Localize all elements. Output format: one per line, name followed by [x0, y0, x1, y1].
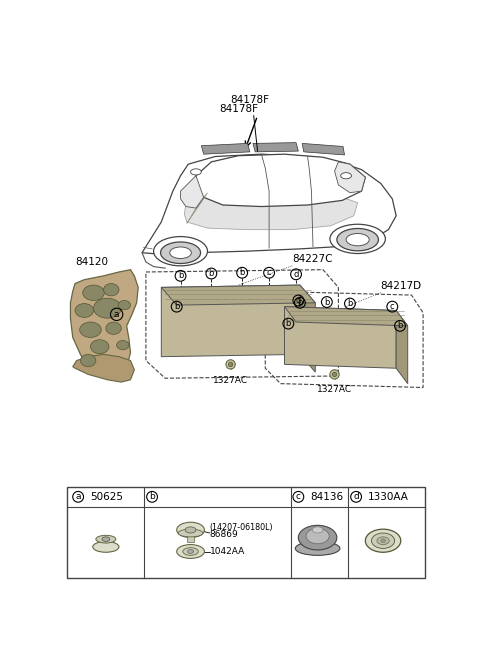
Text: c: c — [390, 302, 395, 311]
Polygon shape — [285, 306, 396, 368]
Ellipse shape — [177, 522, 204, 538]
Text: b: b — [397, 321, 403, 331]
Text: d: d — [293, 270, 299, 279]
Text: 84217D: 84217D — [381, 281, 422, 291]
Polygon shape — [71, 270, 138, 377]
Polygon shape — [302, 144, 345, 155]
Ellipse shape — [118, 300, 131, 310]
Ellipse shape — [154, 237, 207, 266]
Polygon shape — [196, 154, 365, 207]
Text: 84136: 84136 — [311, 492, 344, 502]
Ellipse shape — [102, 537, 110, 541]
Text: b: b — [240, 268, 245, 277]
Ellipse shape — [81, 354, 96, 367]
Text: 86869: 86869 — [210, 530, 239, 539]
Ellipse shape — [83, 285, 104, 300]
Polygon shape — [300, 285, 315, 372]
Text: 84178F: 84178F — [219, 104, 258, 114]
Ellipse shape — [306, 528, 329, 544]
Ellipse shape — [346, 234, 369, 246]
Text: b: b — [149, 493, 155, 501]
Polygon shape — [142, 154, 396, 255]
Ellipse shape — [191, 169, 201, 175]
Ellipse shape — [75, 304, 94, 318]
Ellipse shape — [106, 322, 121, 335]
Text: 1042AA: 1042AA — [210, 547, 245, 556]
Text: (14207-06180L): (14207-06180L) — [210, 523, 274, 532]
Polygon shape — [335, 162, 365, 193]
Bar — [187, 533, 194, 543]
Ellipse shape — [337, 228, 378, 251]
Polygon shape — [253, 142, 299, 152]
Text: c: c — [267, 268, 271, 277]
Text: b: b — [286, 319, 291, 328]
Text: b: b — [297, 298, 302, 307]
Text: c: c — [296, 493, 301, 501]
Ellipse shape — [185, 527, 196, 533]
Ellipse shape — [90, 340, 109, 354]
Text: d: d — [353, 493, 359, 501]
Ellipse shape — [177, 544, 204, 558]
Text: a: a — [75, 493, 81, 501]
Text: 1327AC: 1327AC — [213, 376, 248, 385]
Text: 1330AA: 1330AA — [368, 492, 408, 502]
Polygon shape — [285, 306, 408, 326]
Polygon shape — [161, 285, 300, 357]
Text: 50625: 50625 — [90, 492, 123, 502]
Ellipse shape — [80, 322, 101, 337]
Text: b: b — [178, 272, 183, 280]
Polygon shape — [184, 191, 358, 230]
Ellipse shape — [117, 340, 129, 350]
Text: b: b — [174, 302, 180, 311]
Text: b: b — [347, 299, 353, 308]
Ellipse shape — [299, 525, 337, 550]
Polygon shape — [201, 144, 250, 154]
Text: 1327AC: 1327AC — [317, 385, 352, 394]
Text: a: a — [114, 310, 120, 319]
Ellipse shape — [365, 529, 401, 552]
Text: 84227C: 84227C — [292, 255, 333, 264]
Polygon shape — [73, 354, 134, 382]
Circle shape — [330, 370, 339, 379]
Polygon shape — [396, 310, 408, 384]
Text: d: d — [296, 296, 301, 305]
Ellipse shape — [377, 537, 389, 544]
Ellipse shape — [160, 242, 201, 264]
Ellipse shape — [372, 533, 395, 548]
Circle shape — [228, 362, 233, 367]
Circle shape — [226, 359, 235, 369]
Polygon shape — [180, 176, 204, 208]
Polygon shape — [187, 193, 207, 224]
Ellipse shape — [170, 247, 192, 258]
Ellipse shape — [341, 173, 351, 179]
Ellipse shape — [93, 541, 119, 552]
Circle shape — [332, 372, 337, 377]
Ellipse shape — [94, 298, 121, 318]
Ellipse shape — [183, 548, 198, 556]
Polygon shape — [161, 285, 315, 305]
Text: b: b — [209, 269, 214, 278]
Ellipse shape — [330, 224, 385, 253]
Ellipse shape — [104, 283, 119, 296]
Text: 84178F: 84178F — [230, 95, 270, 105]
Text: b: b — [324, 298, 330, 306]
Ellipse shape — [96, 535, 116, 543]
Ellipse shape — [312, 527, 323, 533]
Text: 84120: 84120 — [75, 256, 108, 266]
Ellipse shape — [295, 541, 340, 556]
Ellipse shape — [188, 550, 193, 554]
Ellipse shape — [178, 529, 203, 537]
Ellipse shape — [381, 539, 385, 543]
